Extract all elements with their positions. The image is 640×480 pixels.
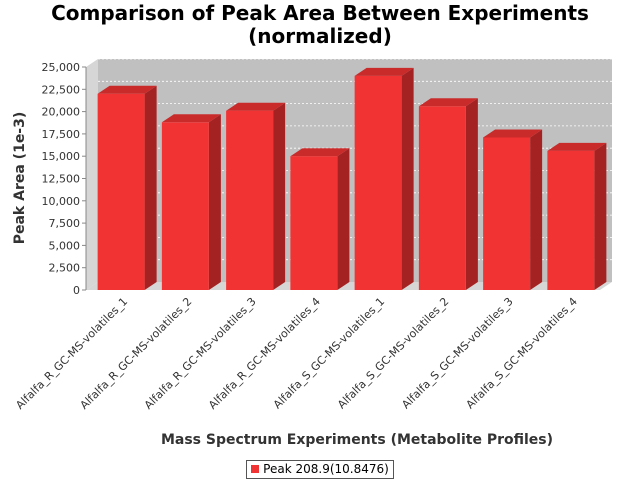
chart-title: Comparison of Peak Area Between Experime… xyxy=(0,2,640,48)
y-tick-label: 2,500 xyxy=(49,262,81,275)
bar-top xyxy=(97,85,157,94)
x-tick-label: Alfalfa_R_GC-MS-volatiles_1 xyxy=(13,295,130,412)
y-tick-label: 12,500 xyxy=(42,173,81,186)
bar-side xyxy=(337,148,350,290)
bar xyxy=(418,98,478,290)
bar xyxy=(226,102,286,290)
x-axis-title: Mass Spectrum Experiments (Metabolite Pr… xyxy=(161,432,553,448)
bar-top xyxy=(290,148,350,157)
chart-title-line-2: (normalized) xyxy=(248,24,392,48)
x-tick-label: Alfalfa_R_GC-MS-volatiles_2 xyxy=(78,295,195,412)
bar-top xyxy=(161,114,221,123)
bar-top xyxy=(418,98,478,107)
bar-side xyxy=(144,85,157,290)
bars xyxy=(97,67,607,290)
y-tick-label: 5,000 xyxy=(49,239,81,252)
bar-side xyxy=(401,67,414,290)
y-axis-title: Peak Area (1e-3) xyxy=(12,112,28,245)
y-tick-label: 25,000 xyxy=(42,61,81,74)
legend-box: Peak 208.9(10.8476) xyxy=(246,460,394,479)
bar-front xyxy=(418,106,466,290)
bar xyxy=(547,142,607,290)
bar-side xyxy=(208,114,221,290)
bar xyxy=(97,85,157,290)
bar xyxy=(290,148,350,290)
bar-top xyxy=(483,129,543,138)
bar-side xyxy=(530,129,543,290)
y-tick-label: 0 xyxy=(73,284,80,297)
plot-side-wall xyxy=(86,59,98,290)
bar xyxy=(483,129,543,290)
legend-swatch xyxy=(251,465,260,473)
x-tick-labels: Alfalfa_R_GC-MS-volatiles_1Alfalfa_R_GC-… xyxy=(13,295,580,412)
y-tick-label: 22,500 xyxy=(42,83,81,96)
legend: Peak 208.9(10.8476) xyxy=(0,458,640,479)
bar-front xyxy=(161,122,209,290)
bar xyxy=(161,114,221,290)
chart-title-line-1: Comparison of Peak Area Between Experime… xyxy=(51,1,589,25)
y-tick-label: 15,000 xyxy=(42,150,81,163)
bar-front xyxy=(483,137,531,290)
x-tick-label: Alfalfa_S_GC-MS-volatiles_1 xyxy=(271,295,387,411)
x-tick-label: Alfalfa_S_GC-MS-volatiles_4 xyxy=(464,295,580,411)
bar-front xyxy=(226,110,274,290)
bar-top xyxy=(354,67,414,76)
bar-front xyxy=(290,156,338,290)
bar-side xyxy=(273,102,286,290)
bar-front xyxy=(547,150,595,290)
x-tick-label: Alfalfa_S_GC-MS-volatiles_3 xyxy=(399,295,515,411)
bar xyxy=(354,67,414,290)
x-tick-label: Alfalfa_R_GC-MS-volatiles_4 xyxy=(206,295,323,412)
bar-side xyxy=(594,142,607,290)
y-tick-label: 7,500 xyxy=(49,217,81,230)
x-tick-label: Alfalfa_S_GC-MS-volatiles_2 xyxy=(335,295,451,411)
bar-front xyxy=(97,93,145,290)
legend-label: Peak 208.9(10.8476) xyxy=(263,462,389,476)
y-tick-label: 17,500 xyxy=(42,128,81,141)
axes xyxy=(82,66,87,291)
bar-top xyxy=(547,142,607,151)
x-tick-label: Alfalfa_R_GC-MS-volatiles_3 xyxy=(142,295,259,412)
y-tick-labels: 0 2,500 5,000 7,500 10,000 12,500 15,000 17,500… xyxy=(42,61,81,297)
bar-top xyxy=(226,102,286,111)
y-tick-label: 10,000 xyxy=(42,195,81,208)
bar-side xyxy=(465,98,478,290)
y-tick-label: 20,000 xyxy=(42,106,81,119)
bar-front xyxy=(354,75,402,290)
